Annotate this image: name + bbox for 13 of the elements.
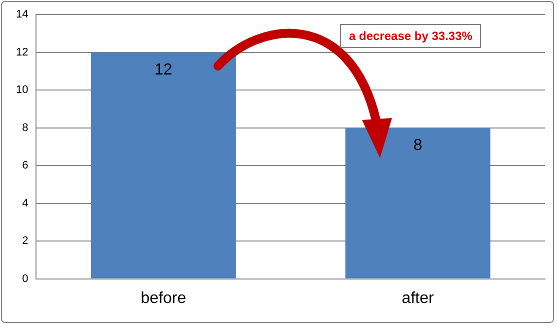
data-label: 12	[154, 62, 172, 79]
y-tick-label: 2	[22, 235, 28, 248]
y-tick-label: 12	[16, 46, 28, 58]
annotation: a decrease by 33.33%	[340, 24, 482, 48]
y-tick-label: 8	[22, 122, 28, 134]
data-label: 8	[413, 137, 422, 154]
y-tick-label: 6	[22, 160, 28, 172]
x-tick-label: after	[402, 290, 434, 307]
y-tick-label: 0	[22, 272, 28, 285]
y-tick-label: 14	[16, 8, 28, 21]
x-tick-label: before	[140, 290, 186, 307]
y-tick-label: 4	[22, 197, 28, 210]
y-tick-label: 10	[16, 84, 28, 96]
